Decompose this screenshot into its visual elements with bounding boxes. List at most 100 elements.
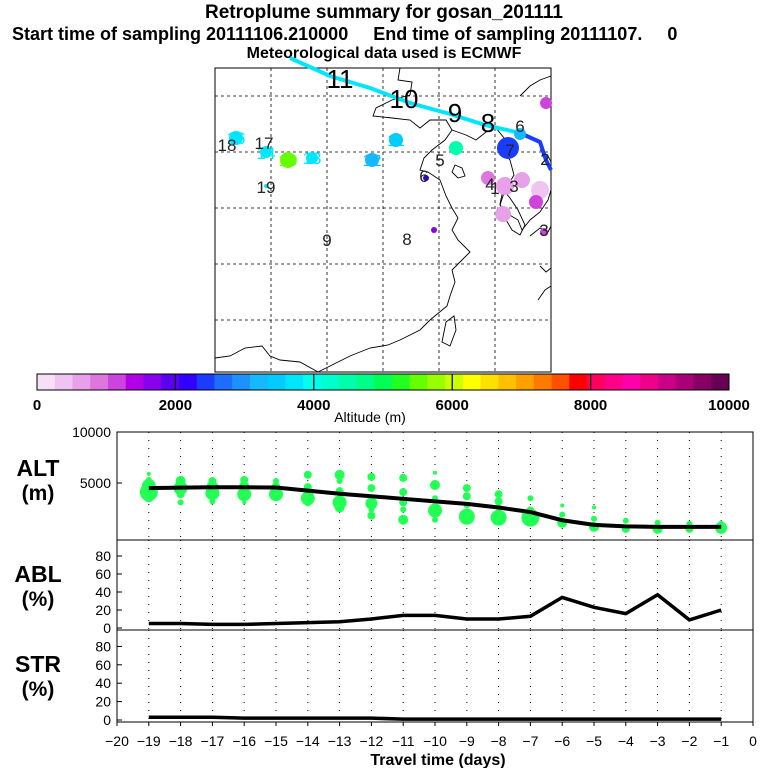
colorbar-frame (36, 373, 730, 391)
x-tick-label: −4 (618, 733, 634, 749)
y-tick-label: 5000 (80, 475, 111, 491)
panel-unit: (%) (22, 588, 55, 611)
colorbar-cell (622, 374, 641, 390)
colorbar-tick-label: 6000 (436, 397, 469, 414)
plume-blob (431, 227, 437, 233)
x-tick-label: −12 (360, 733, 384, 749)
colorbar-cell (90, 374, 109, 390)
colorbar-cell (516, 374, 535, 390)
altitude-point (367, 484, 376, 493)
colorbar-cell (143, 374, 162, 390)
y-tick-label: 80 (95, 548, 111, 564)
plume-day-label: 8 (402, 230, 411, 249)
colorbar-cell (232, 374, 251, 390)
plume-day-label: 6 (515, 117, 524, 136)
colorbar-cell (711, 374, 730, 390)
panel-alt: 5000 10000 ALT(m) (16, 424, 754, 541)
colorbar-cell (285, 374, 304, 390)
altitude-point (433, 470, 437, 475)
colorbar-cell (658, 374, 677, 390)
altitude-point (334, 502, 345, 513)
panel-title: STR (15, 651, 61, 677)
trajectory-day-label: 9 (448, 98, 462, 128)
y-tick-label: 60 (95, 566, 111, 582)
panel-title: ABL (14, 561, 61, 587)
plume-day-label: 5 (435, 151, 444, 170)
trajectory-day-label: 10 (390, 84, 419, 114)
plume-blob (389, 133, 403, 147)
x-tick-label: −10 (423, 733, 447, 749)
plume-day-label: 17 (255, 134, 274, 153)
altitude-point (209, 498, 216, 505)
altitude-point (303, 470, 312, 479)
altitude-point (398, 514, 409, 525)
plume-day-label: 6 (419, 167, 428, 186)
colorbar-cell (249, 374, 269, 390)
y-tick-label: 40 (95, 584, 111, 600)
plume-blob (481, 171, 495, 185)
y-tick-label: 0 (103, 620, 111, 636)
plume-blob (529, 195, 543, 209)
x-tick-label: −1 (713, 733, 729, 749)
plume-day-label: 2 (540, 150, 549, 169)
colorbar-cell (356, 374, 375, 390)
chart-title: Retroplume summary for gosan_201111 (205, 2, 563, 23)
plume-day-label: 10 (279, 151, 298, 170)
colorbar-cell (391, 374, 411, 390)
y-tick-label: 60 (95, 657, 111, 673)
plume-blob (449, 141, 463, 155)
trajectory-lower (519, 131, 553, 171)
altitude-point (334, 469, 345, 480)
altitude-point (430, 480, 440, 491)
altitude-point (208, 476, 217, 485)
colorbar-label: Altitude (m) (334, 409, 406, 425)
altitude-point (462, 484, 471, 493)
colorbar-tick-label: 10000 (708, 397, 750, 414)
plume-blob (264, 184, 268, 188)
colorbar-cell (445, 374, 464, 390)
y-tick-label: 0 (103, 712, 111, 728)
colorbar-cell (37, 374, 56, 390)
altitude-point (237, 487, 252, 502)
altitude-point (592, 505, 596, 510)
colorbar-cell (587, 374, 606, 390)
plume-day-label: 9 (322, 231, 331, 250)
altitude-point (400, 506, 407, 513)
x-tick-label: −11 (392, 733, 415, 749)
plume-blob (497, 137, 519, 159)
colorbar-cell (161, 374, 180, 390)
altitude-point (365, 497, 378, 510)
plume-day-label: 16 (227, 129, 246, 148)
x-tick-label: −17 (201, 733, 225, 749)
plume-day-label: 9 (451, 140, 460, 159)
altitude-point (367, 511, 376, 520)
y-tick-label: 80 (95, 638, 111, 654)
plume-day-label: 3 (539, 221, 548, 240)
plume-blob (280, 152, 296, 168)
colorbar-tick-label: 4000 (297, 397, 330, 414)
colorbar-cell (178, 374, 198, 390)
plume-blob (514, 128, 526, 140)
colorbar-cell (303, 374, 322, 390)
altitude-point (240, 475, 249, 484)
colorbar-cell (640, 374, 659, 390)
colorbar-cell (320, 374, 340, 390)
x-tick-label: −6 (554, 733, 570, 749)
colorbar-cell (72, 374, 91, 390)
x-tick-label: −5 (586, 733, 602, 749)
altitude-point (494, 490, 503, 499)
colorbar-cell (498, 374, 517, 390)
altitude-point (654, 519, 661, 526)
plume-day-label: 5 (531, 193, 540, 212)
plume-blob (229, 131, 243, 145)
altitude-point (242, 500, 247, 505)
colorbar-cell (125, 374, 144, 390)
altitude-point (269, 487, 283, 502)
plume-day-label: 14 (257, 144, 276, 163)
colorbar-cell (267, 374, 286, 390)
plume-day-label: 13 (303, 149, 322, 168)
y-tick-label: 20 (95, 602, 111, 618)
colorbar-cell (214, 374, 233, 390)
